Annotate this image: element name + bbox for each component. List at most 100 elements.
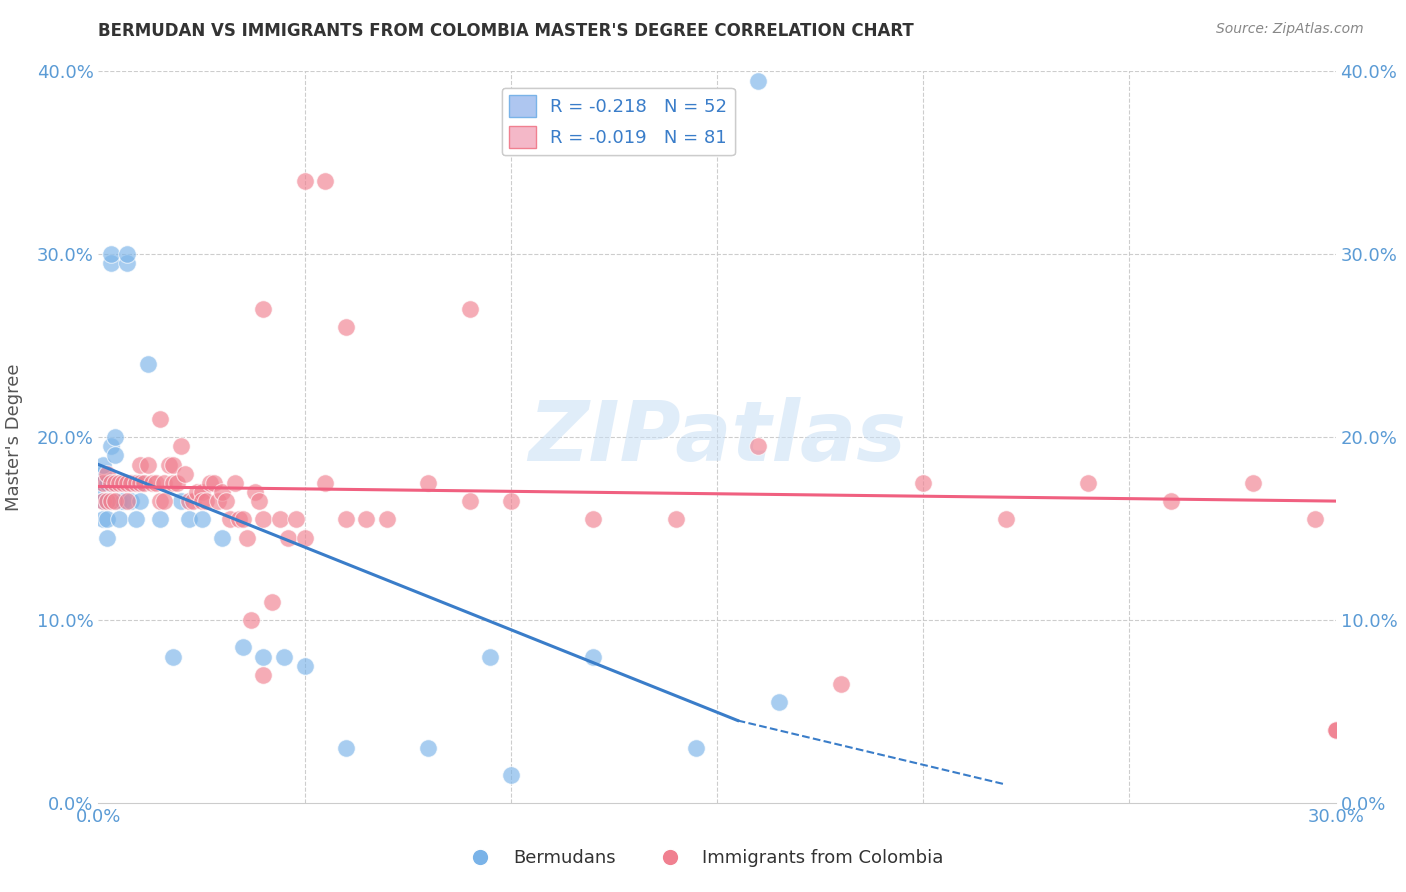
Legend: Bermudans, Immigrants from Colombia: Bermudans, Immigrants from Colombia bbox=[456, 842, 950, 874]
Point bbox=[335, 512, 357, 526]
Point bbox=[166, 475, 188, 490]
Point bbox=[104, 494, 127, 508]
Point bbox=[1160, 494, 1182, 508]
Point bbox=[100, 475, 122, 490]
Point bbox=[108, 475, 131, 490]
Point bbox=[162, 649, 184, 664]
Point bbox=[174, 467, 197, 481]
Point bbox=[219, 512, 242, 526]
Point bbox=[100, 256, 122, 270]
Point bbox=[1241, 475, 1264, 490]
Point bbox=[228, 512, 250, 526]
Point bbox=[128, 494, 150, 508]
Point bbox=[108, 512, 131, 526]
Point bbox=[418, 475, 440, 490]
Point bbox=[194, 494, 217, 508]
Point bbox=[499, 768, 522, 782]
Point bbox=[108, 475, 131, 490]
Point bbox=[149, 512, 172, 526]
Text: ZIPatlas: ZIPatlas bbox=[529, 397, 905, 477]
Point bbox=[260, 594, 283, 608]
Point bbox=[224, 475, 246, 490]
Point bbox=[243, 485, 266, 500]
Point bbox=[499, 494, 522, 508]
Point bbox=[335, 320, 357, 334]
Point bbox=[356, 512, 378, 526]
Point bbox=[162, 475, 184, 490]
Point bbox=[252, 301, 274, 317]
Point bbox=[104, 449, 127, 463]
Point bbox=[1324, 723, 1347, 737]
Point bbox=[117, 256, 139, 270]
Point bbox=[96, 531, 118, 545]
Point bbox=[104, 475, 127, 490]
Point bbox=[153, 475, 176, 490]
Text: Source: ZipAtlas.com: Source: ZipAtlas.com bbox=[1216, 22, 1364, 37]
Point bbox=[994, 512, 1017, 526]
Point bbox=[179, 494, 201, 508]
Point bbox=[132, 475, 155, 490]
Y-axis label: Master's Degree: Master's Degree bbox=[4, 363, 22, 511]
Point bbox=[91, 512, 114, 526]
Point bbox=[215, 494, 238, 508]
Point bbox=[120, 494, 142, 508]
Point bbox=[747, 439, 769, 453]
Point bbox=[112, 494, 135, 508]
Point bbox=[186, 485, 208, 500]
Point bbox=[124, 475, 146, 490]
Point bbox=[153, 494, 176, 508]
Point bbox=[124, 512, 146, 526]
Point bbox=[768, 695, 790, 709]
Point bbox=[232, 512, 254, 526]
Point bbox=[170, 494, 193, 508]
Point bbox=[582, 649, 605, 664]
Point bbox=[582, 512, 605, 526]
Point bbox=[294, 658, 316, 673]
Point bbox=[117, 247, 139, 261]
Point bbox=[117, 494, 139, 508]
Point bbox=[685, 740, 707, 755]
Point bbox=[162, 458, 184, 472]
Point bbox=[91, 458, 114, 472]
Point bbox=[117, 475, 139, 490]
Point bbox=[141, 475, 163, 490]
Point bbox=[830, 677, 852, 691]
Point bbox=[128, 475, 150, 490]
Point bbox=[458, 301, 481, 317]
Point bbox=[145, 475, 167, 490]
Point bbox=[96, 475, 118, 490]
Point bbox=[458, 494, 481, 508]
Point bbox=[912, 475, 935, 490]
Point bbox=[198, 475, 221, 490]
Legend: R = -0.218   N = 52, R = -0.019   N = 81: R = -0.218 N = 52, R = -0.019 N = 81 bbox=[502, 87, 734, 155]
Point bbox=[117, 475, 139, 490]
Point bbox=[157, 458, 180, 472]
Point bbox=[211, 531, 233, 545]
Point bbox=[269, 512, 291, 526]
Point bbox=[91, 467, 114, 481]
Point bbox=[100, 439, 122, 453]
Point bbox=[128, 458, 150, 472]
Point bbox=[273, 649, 295, 664]
Point bbox=[375, 512, 398, 526]
Point bbox=[170, 439, 193, 453]
Point bbox=[91, 485, 114, 500]
Point bbox=[747, 73, 769, 87]
Point bbox=[96, 512, 118, 526]
Point bbox=[96, 475, 118, 490]
Point bbox=[252, 649, 274, 664]
Point bbox=[91, 494, 114, 508]
Point bbox=[149, 494, 172, 508]
Point bbox=[211, 485, 233, 500]
Point bbox=[277, 531, 299, 545]
Point bbox=[190, 485, 212, 500]
Point bbox=[128, 475, 150, 490]
Point bbox=[112, 475, 135, 490]
Point bbox=[91, 475, 114, 490]
Point bbox=[91, 475, 114, 490]
Point bbox=[1324, 723, 1347, 737]
Point bbox=[1303, 512, 1326, 526]
Point bbox=[665, 512, 688, 526]
Point bbox=[179, 512, 201, 526]
Point bbox=[479, 649, 502, 664]
